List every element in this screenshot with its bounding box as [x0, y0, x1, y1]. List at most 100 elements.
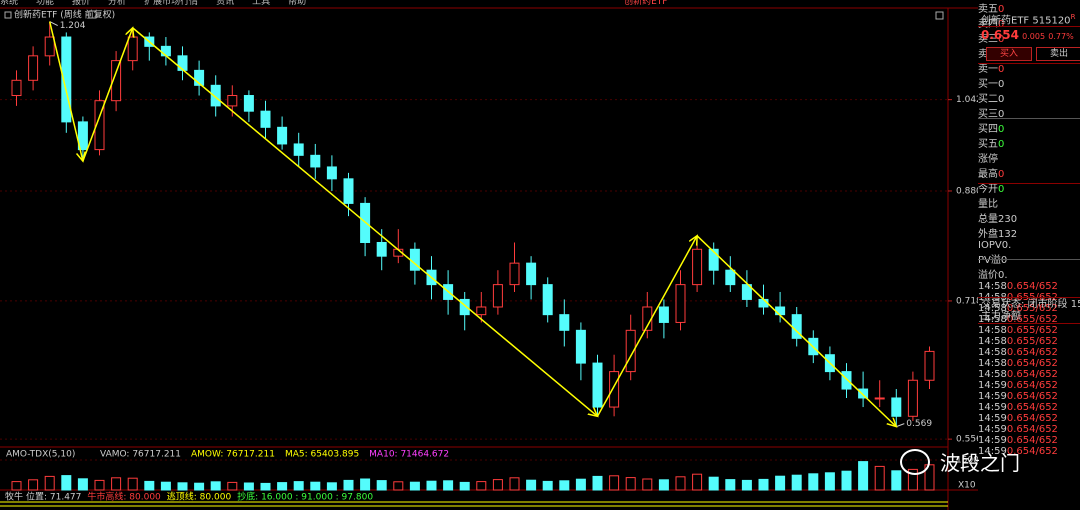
stat-value: 0. [998, 270, 1008, 281]
tick-time: 14:58 [978, 369, 1007, 380]
indicator-readout: MA5: 65403.895 [285, 450, 359, 460]
low-pointer [896, 423, 905, 428]
menu-bar: 系统 功能 报价 分析 扩展市场行情 资讯 工具 帮助 创新药ETF [0, 0, 686, 7]
stat-value: 0 [998, 169, 1005, 180]
volume-bar [459, 481, 470, 491]
volume-bar [658, 479, 669, 491]
icon[interactable] [88, 10, 97, 19]
volume-bar [642, 478, 653, 491]
indicator-readout: VAMO: 76717.211 [100, 450, 181, 460]
volume-bar [775, 475, 786, 491]
volume-bar [28, 479, 39, 491]
volume-bar [891, 470, 902, 491]
volume-bar [725, 479, 736, 491]
tick-price: 0.654/652 [1006, 413, 1058, 424]
candle-body [542, 284, 553, 316]
stat-label: 量比 [978, 199, 998, 210]
separator [978, 63, 1080, 64]
candle-body [127, 36, 138, 62]
menu-item[interactable]: 资讯 [216, 0, 235, 7]
tick-time: 14:59 [978, 391, 1007, 402]
quote-header: 创新药ETF 515120R [981, 12, 1080, 26]
volume-bar [841, 470, 852, 491]
menu-item[interactable]: 分析 [108, 0, 127, 7]
candle-body [310, 154, 321, 168]
menu-item[interactable]: 帮助 [288, 0, 307, 7]
volume-bar [675, 476, 686, 491]
tick-row: 14:580.655/652 [978, 336, 1080, 347]
icon[interactable] [4, 11, 12, 19]
volume-bar [111, 477, 122, 491]
order-label: 买五 [978, 139, 998, 150]
tick-price: 0.654/652 [1006, 391, 1058, 402]
order-label: 卖五 [978, 4, 998, 15]
tick-price: 0.654/652 [1006, 424, 1058, 435]
candle-body [44, 36, 55, 57]
tick-row: 14:580.655/652 [978, 325, 1080, 336]
menu-item[interactable]: 报价 [72, 0, 91, 7]
stat-label: 总量 [978, 214, 998, 225]
candle-body [609, 371, 620, 408]
tick-row: 14:580.655/652 [978, 314, 1080, 325]
candle-body [675, 284, 686, 323]
chart-title: 创新药ETF (周线 前复权) [14, 9, 115, 21]
order-row: 买一0 [978, 75, 1080, 90]
indicator-name: 牧牛 [5, 491, 23, 503]
tick-time: 14:58 [978, 358, 1007, 369]
candle-body [459, 298, 470, 316]
tick-row: 14:580.654/652 [978, 358, 1080, 369]
volume-bar [592, 475, 603, 491]
icon[interactable] [935, 11, 944, 20]
order-label: 卖三 [978, 34, 998, 45]
candle-body [177, 55, 188, 71]
menu-item[interactable]: 创新药ETF [624, 0, 668, 7]
stat-value: 0 [1000, 255, 1008, 266]
order-label: 买四 [978, 124, 998, 135]
volume-bar [443, 480, 454, 491]
order-value: 0 [998, 4, 1005, 15]
tick-row: 14:580.654/652 [978, 369, 1080, 380]
sell-button[interactable]: 卖出 [1036, 47, 1080, 61]
stat-label: PV溢 [978, 255, 1001, 266]
tick-price: 0.654/652 [1006, 380, 1058, 391]
order-value: 0 [998, 64, 1005, 75]
order-value: 0 [998, 34, 1005, 45]
menu-item[interactable]: 功能 [36, 0, 55, 7]
candle-body [492, 284, 503, 308]
menu-item[interactable]: 扩展市场行情 [144, 0, 199, 7]
stat-row: 总量230 [978, 210, 1080, 225]
order-row: 卖四0 [978, 15, 1080, 30]
volume-bar [791, 474, 802, 491]
stat-row: 外盘132 [978, 225, 1080, 240]
buy-button[interactable]: 买入 [986, 47, 1032, 61]
stat-label: 溢价 [978, 270, 998, 281]
candle-body [111, 60, 122, 102]
volume-bar [409, 481, 420, 491]
candle-body [210, 84, 221, 107]
change-pct: 0.77% [1048, 32, 1074, 41]
volume-bar [559, 480, 570, 491]
y-tick-label: 15000 [956, 456, 978, 466]
volume-bar [127, 477, 138, 491]
candle-body [28, 55, 39, 81]
tick-price: 0.654/652 [1006, 358, 1058, 369]
tick-time: 14:58 [978, 347, 1007, 358]
volume-bar [210, 481, 221, 491]
tick-time: 14:59 [978, 424, 1007, 435]
candle-body [575, 329, 586, 364]
order-label: 卖一 [978, 64, 998, 75]
tick-row: 14:580.655/652 [978, 303, 1080, 314]
tick-row: 14:590.654/652 [978, 380, 1080, 391]
volume-bar [858, 461, 869, 491]
price-row: 0.654 0.005 0.77% [981, 29, 1080, 41]
menu-item[interactable]: 系统 [0, 0, 19, 7]
volume-bar [509, 477, 520, 491]
candle-body [77, 121, 88, 151]
tick-time: 14:59 [978, 435, 1007, 446]
stat-row: PV溢0 [978, 251, 1080, 266]
menu-item[interactable]: 工具 [252, 0, 271, 7]
low-label: 0.569 [906, 419, 932, 429]
candle-body [874, 397, 885, 400]
stat-label: 今开 [978, 184, 998, 195]
tick-time: 14:59 [978, 402, 1007, 413]
